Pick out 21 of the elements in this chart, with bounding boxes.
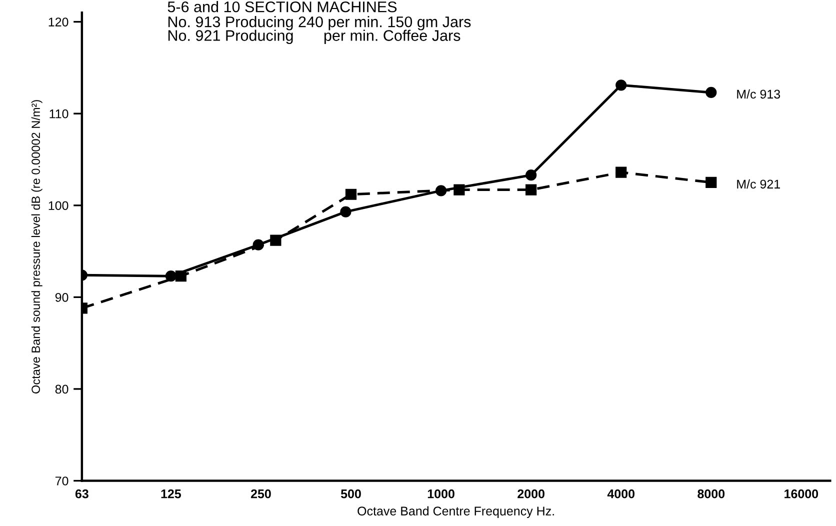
series-label: M/c 921 [737,179,780,189]
x-tick-label: 8000 [698,489,725,498]
y-axis-title: Octave Band sound pressure level dB (re 0.00002 N/m²) [31,100,42,394]
x-tick-label: 125 [161,489,182,498]
y-tick-label: 70 [55,476,68,486]
y-tick-label: 120 [48,18,68,26]
x-tick-label: 500 [340,489,361,498]
chart-title: 5-6 and 10 SECTION MACHINES [168,1,397,12]
x-tick-label: 250 [250,489,271,498]
x-tick-label: 63 [75,489,88,498]
y-tick-label: 80 [55,384,68,394]
y-tick-label: 110 [50,109,68,118]
x-tick-label: 4000 [607,489,634,498]
x-tick-label: 1000 [428,489,454,498]
text: No. 913 Producing 240 per min. 150 gm Jars No. 921 Producing per min. Coffee Jars [168,16,471,44]
y-tick-label: 100 [48,201,68,210]
x-axis-title: Octave Band Centre Frequency Hz. [358,506,554,518]
series-label: M/c 913 [737,89,780,99]
y-tick-label: 90 [55,292,68,302]
x-tick-label: 2000 [518,489,544,498]
x-tick-label: 16000 [784,489,818,498]
